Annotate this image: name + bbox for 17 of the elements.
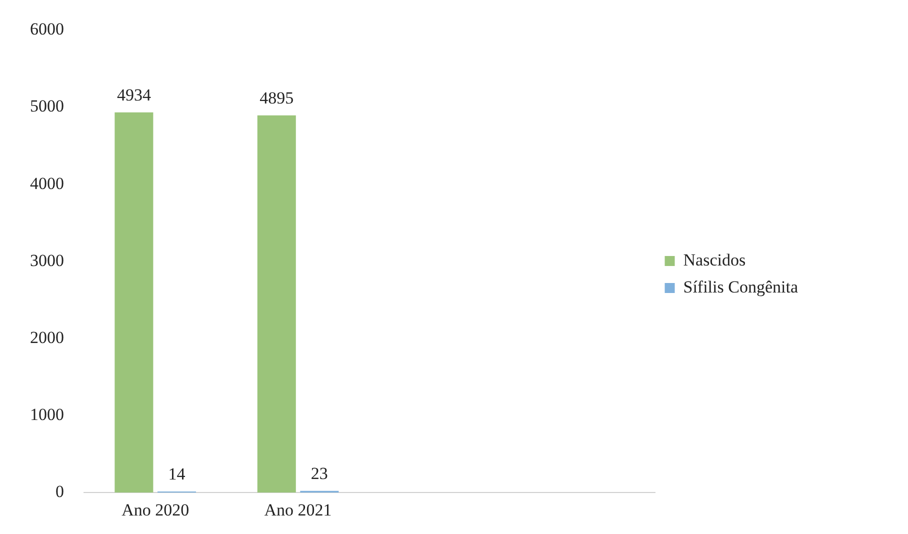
data-label: 4934 (116, 85, 152, 104)
data-label: 4895 (260, 88, 294, 108)
legend-label: Sífilis Congênita (683, 277, 798, 296)
y-tick-label: 1000 (30, 405, 64, 424)
data-label: 14 (168, 464, 186, 484)
y-tick-label: 6000 (30, 20, 64, 39)
legend-label: Nascidos (683, 250, 746, 270)
x-tick-label: Ano 2020 (122, 500, 190, 520)
y-tick-label: 2000 (30, 328, 64, 347)
y-tick-label: 4000 (30, 174, 64, 193)
bar (114, 112, 154, 493)
y-tick-label: 0 (56, 482, 64, 502)
y-tick-label: 3000 (30, 250, 64, 270)
data-label: 23 (310, 464, 328, 483)
y-tick-label: 5000 (30, 96, 64, 116)
bar (257, 115, 296, 493)
x-tick-label: Ano 2021 (264, 500, 332, 520)
